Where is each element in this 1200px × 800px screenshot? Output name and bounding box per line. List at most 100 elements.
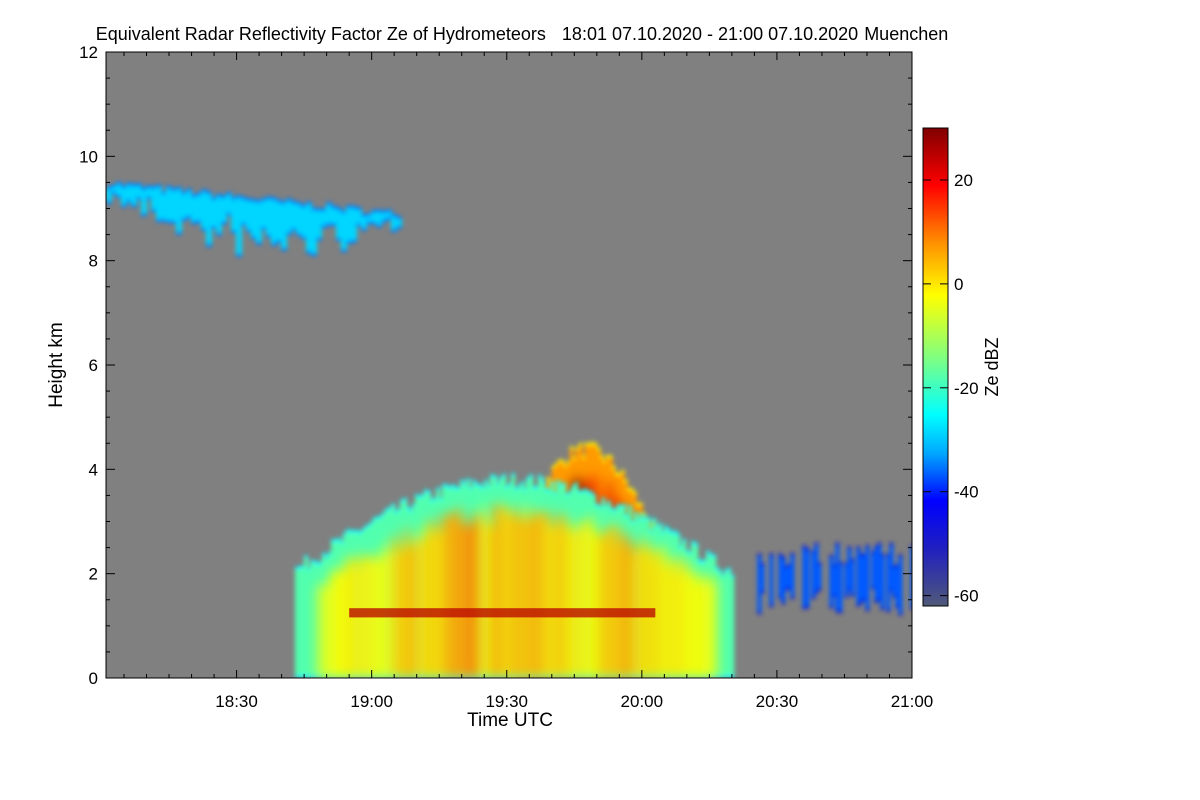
core-streak [452, 512, 458, 678]
core-streak [672, 557, 678, 678]
x-tick-label: 20:30 [756, 692, 799, 711]
core-streak [336, 570, 342, 678]
core-streak [492, 505, 498, 678]
core-streak [316, 585, 322, 678]
colorbar-ticks: 20 0 -20 -40 -60 [923, 171, 979, 606]
feature-low-cloud [757, 542, 912, 616]
y-tick-label: 8 [89, 252, 98, 271]
inner-column [396, 219, 402, 226]
core-streak [548, 524, 554, 678]
core-streak [544, 511, 550, 678]
inner-column [871, 554, 876, 587]
core-streak [480, 506, 486, 678]
inner-column [886, 556, 891, 610]
x-axis-label: Time UTC [467, 710, 553, 731]
core-streak [320, 584, 326, 678]
core-streak [676, 572, 682, 678]
inner-column [351, 208, 357, 240]
core-streak [704, 582, 710, 678]
inner-column [226, 195, 232, 213]
core-streak [572, 531, 578, 678]
y-tick-label: 4 [89, 460, 98, 479]
y-tick-label: 0 [89, 669, 98, 688]
inner-column [316, 211, 322, 238]
inner-column [832, 567, 837, 594]
inner-column [376, 212, 382, 225]
core-streak [640, 536, 646, 678]
inner-column [156, 187, 162, 220]
core-streak [576, 524, 582, 678]
inner-column [111, 187, 117, 192]
colorbar [922, 127, 949, 607]
core-streak [652, 557, 658, 678]
inner-column [256, 202, 262, 242]
y-tick-label: 6 [89, 356, 98, 375]
core-streak [376, 558, 382, 678]
core-streak [588, 516, 594, 678]
inner-column [341, 213, 347, 250]
inner-column [814, 545, 819, 591]
inner-column [221, 198, 227, 222]
inner-column [281, 204, 287, 248]
inner-column [201, 192, 207, 228]
core-streak [352, 560, 358, 678]
feature-stratiform-precipitation [295, 473, 735, 678]
y-tick-label: 12 [79, 43, 98, 62]
core-streak [512, 506, 518, 678]
inner-column [181, 194, 187, 219]
core-streak [596, 534, 602, 678]
core-streak [660, 546, 666, 678]
core-streak [344, 558, 350, 678]
core-streak [504, 511, 510, 678]
inner-column [847, 549, 852, 589]
inner-column [276, 202, 282, 240]
inner-column [784, 568, 789, 588]
inner-column [366, 216, 372, 222]
core-streak [656, 549, 662, 678]
core-streak [468, 525, 474, 678]
inner-column [386, 212, 392, 218]
core-streak [332, 568, 338, 678]
inner-column [326, 205, 332, 224]
core-streak [692, 571, 698, 678]
core-streak [428, 519, 434, 678]
core-streak [448, 512, 454, 678]
inner-column [241, 199, 247, 223]
colorbar-tick-label: 20 [954, 171, 973, 190]
inner-column [286, 201, 292, 233]
core-streak [508, 516, 514, 678]
feature-edge [757, 542, 912, 616]
y-axis-label: Height km [46, 322, 67, 408]
colorbar-tick-label: -20 [954, 379, 979, 398]
feature-melting-layer [349, 608, 656, 618]
inner-column [862, 557, 867, 599]
inner-column [271, 200, 277, 243]
colorbar-tick-label: 0 [954, 275, 963, 294]
core-streak [536, 512, 542, 678]
core-streak [668, 559, 674, 678]
inner-column [874, 548, 879, 600]
core-streak [600, 536, 606, 678]
inner-column [206, 194, 212, 244]
inner-column [778, 556, 783, 596]
melting-band [349, 608, 656, 618]
inner-column [910, 548, 912, 607]
inner-column [306, 204, 312, 251]
inner-column [757, 556, 762, 612]
y-axis: 0 2 4 6 8 10 12 [79, 43, 912, 688]
core-streak [484, 521, 490, 678]
core-streak [664, 566, 670, 678]
core-streak [364, 557, 370, 678]
core-streak [432, 530, 438, 678]
core-streak [440, 514, 446, 678]
reflectivity-field [106, 181, 912, 678]
core-streak [524, 505, 530, 678]
core-streak [688, 575, 694, 678]
inner-column [877, 545, 882, 599]
core-streak [500, 504, 506, 678]
core-streak [356, 566, 362, 678]
inner-column [176, 189, 182, 232]
inner-column [769, 556, 774, 605]
inner-column [844, 565, 849, 595]
